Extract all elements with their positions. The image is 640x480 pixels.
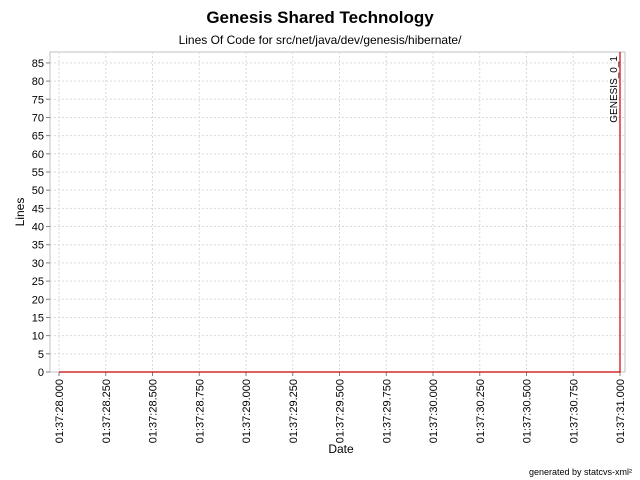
x-tick-label: 01:37:30.750 <box>568 379 580 443</box>
y-tick-label: 85 <box>32 58 44 70</box>
x-tick-label: 01:37:29.250 <box>288 379 300 443</box>
y-tick-label: 45 <box>32 203 44 215</box>
footer-credit: generated by statcvs-xml² <box>529 467 632 477</box>
y-tick-label: 25 <box>32 276 44 288</box>
y-tick-label: 40 <box>32 222 44 234</box>
y-tick-label: 80 <box>32 76 44 88</box>
y-tick-label: 35 <box>32 240 44 252</box>
y-tick-label: 20 <box>32 294 44 306</box>
y-tick-label: 60 <box>32 149 44 161</box>
series-layer <box>59 52 621 373</box>
x-tick-label: 01:37:31.000 <box>615 379 627 443</box>
x-tick-label: 01:37:28.250 <box>101 379 113 443</box>
y-tick-label: 30 <box>32 258 44 270</box>
x-axis-label: Date <box>328 442 354 456</box>
chart-title: Genesis Shared Technology <box>206 8 434 27</box>
y-tick-label: 10 <box>32 331 44 343</box>
x-tick-label: 01:37:30.250 <box>475 379 487 443</box>
x-tick-label: 01:37:30.000 <box>428 379 440 443</box>
y-tick-label: 75 <box>32 94 44 106</box>
x-tick-label: 01:37:29.500 <box>335 379 347 443</box>
series-line <box>59 52 621 373</box>
x-tick-label: 01:37:29.750 <box>381 379 393 443</box>
x-tick-label: 01:37:28.750 <box>194 379 206 443</box>
annotation-label: GENESIS_0_1 <box>609 56 620 123</box>
y-tick-label: 55 <box>32 167 44 179</box>
x-tick-label: 01:37:30.500 <box>522 379 534 443</box>
y-tick-label: 0 <box>38 367 44 379</box>
y-tick-label: 50 <box>32 185 44 197</box>
x-tick-label: 01:37:28.500 <box>148 379 160 443</box>
y-tick-label: 5 <box>38 349 44 361</box>
annotation-layer: GENESIS_0_1 <box>609 56 620 123</box>
x-tick-label: 01:37:28.000 <box>54 379 66 443</box>
plot-area <box>49 51 626 373</box>
x-axis-ticks: 01:37:28.000 01:37:28.250 01:37:28.500 01:3… <box>54 372 627 443</box>
y-axis-ticks: 0 5 10 15 20 25 30 35 40 45 50 55 60 65 70 75 80 85 <box>32 58 50 379</box>
y-tick-label: 15 <box>32 312 44 324</box>
chart-subtitle: Lines Of Code for src/net/java/dev/genes… <box>179 33 462 47</box>
x-tick-label: 01:37:29.000 <box>241 379 253 443</box>
y-axis-label: Lines <box>13 198 27 227</box>
y-tick-label: 65 <box>32 131 44 143</box>
y-tick-label: 70 <box>32 112 44 124</box>
